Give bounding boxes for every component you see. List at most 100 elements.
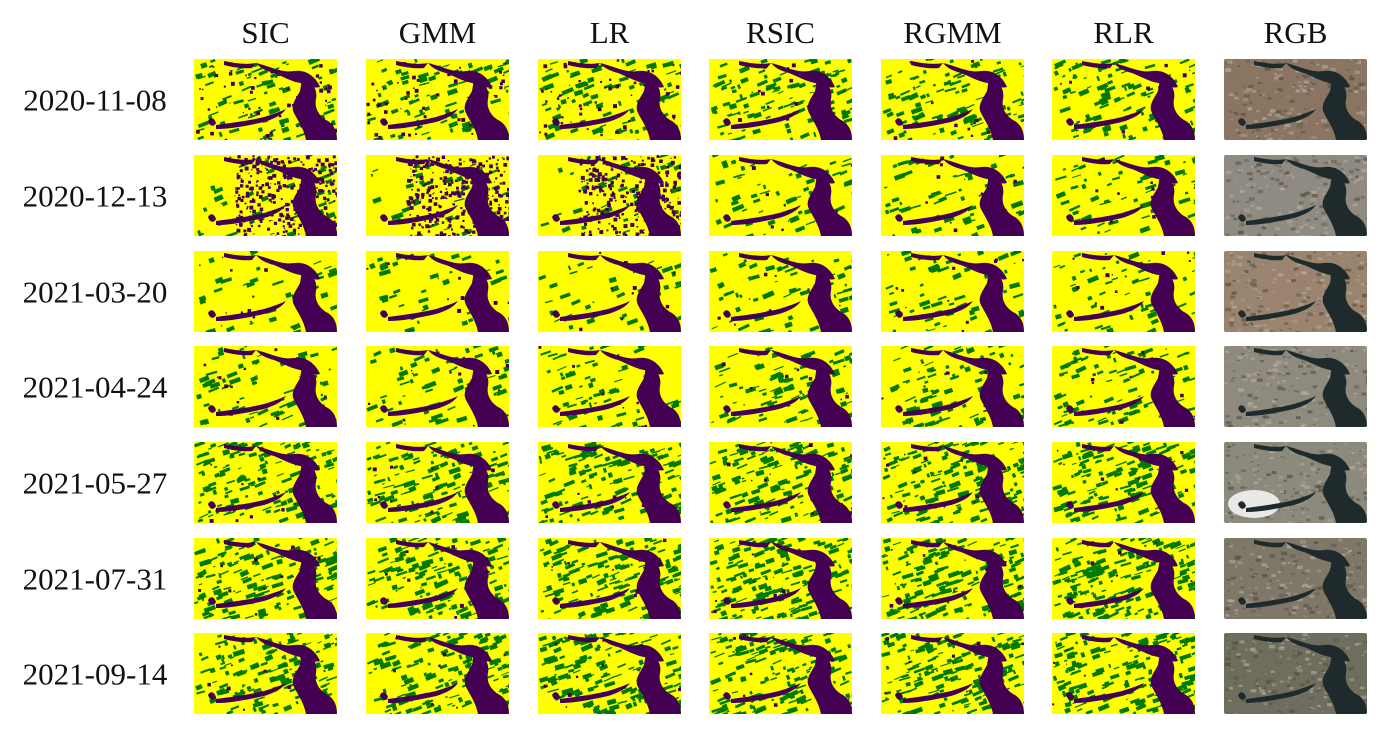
water-speckle [241,483,244,486]
water-speckle [412,75,416,80]
rgb-texture [1259,329,1263,332]
rgb-texture [1365,97,1367,100]
rgb-texture [1232,200,1235,203]
vegetation-patch [402,394,406,398]
water-speckle [789,78,793,83]
water-speckle [650,304,653,307]
water-speckle [613,104,617,109]
vegetation-patch [893,511,904,518]
water-speckle [654,139,656,140]
rgb-texture [1315,175,1322,179]
vegetation-patch [259,422,268,427]
rgb-texture [1336,162,1342,166]
vegetation-patch [286,63,290,66]
vegetation-patch [1010,200,1024,209]
water-speckle [636,191,640,196]
vegetation-patch [954,173,966,178]
vegetation-patch [399,366,404,371]
vegetation-patch [674,284,681,289]
vegetation-patch [1126,91,1136,98]
vegetation-patch [374,453,387,460]
water-speckle [322,189,325,192]
water-speckle [276,232,280,235]
water-speckle [599,155,601,157]
vegetation-patch [909,204,922,210]
water-speckle [918,371,920,373]
vegetation-patch [969,315,978,322]
vegetation-patch [913,114,922,121]
water-speckle [604,182,607,185]
rgb-texture [1301,425,1305,427]
vegetation-patch [278,516,289,523]
rgb-texture [1310,108,1315,111]
rgb-texture [1256,418,1260,421]
vegetation-patch [765,264,776,272]
vegetation-patch [218,472,226,478]
water-region [380,118,388,126]
vegetation-patch [540,350,552,356]
vegetation-patch [1191,267,1195,273]
rgb-texture [1304,392,1310,396]
vegetation-patch [276,472,284,477]
vegetation-patch [1145,189,1152,194]
rgb-texture [1312,346,1314,348]
water-speckle [560,122,563,125]
rgb-texture [1282,386,1284,387]
rgb-texture [1248,322,1253,326]
vegetation-patch [783,103,793,108]
rgb-texture [1366,360,1367,363]
vegetation-patch [588,402,593,408]
rgb-texture [1362,293,1367,298]
water-speckle [335,187,337,190]
vegetation-patch [1001,469,1010,474]
rgb-texture [1230,379,1234,382]
vegetation-patch [1075,129,1079,132]
row-label-2020-12-13: 2020-12-13 [23,179,168,214]
rgb-texture [1316,325,1322,329]
vegetation-patch [735,443,740,448]
vegetation-patch [909,309,915,314]
tile-sic-2021-05-27 [194,442,337,523]
vegetation-patch [381,399,387,405]
water-speckle [442,215,445,218]
rgb-texture [1325,322,1328,324]
rgb-texture [1259,164,1262,166]
rgb-texture [1276,360,1283,364]
water-speckle [245,194,250,198]
water-speckle [787,67,790,70]
water-speckle [384,102,388,106]
rgb-texture [1232,279,1237,282]
vegetation-patch [759,190,771,195]
rgb-texture [1359,261,1364,264]
water-speckle [606,229,609,232]
water-speckle [850,164,852,167]
vegetation-patch [569,72,581,79]
water-speckle [636,226,639,228]
water-speckle [808,377,813,381]
water-speckle [424,217,427,219]
vegetation-patch [502,442,509,446]
water-speckle [656,407,661,412]
rgb-texture [1292,319,1298,323]
water-speckle [595,156,600,160]
water-speckle [415,124,417,126]
vegetation-patch [461,255,472,262]
water-speckle [769,309,772,312]
rgb-texture [1281,254,1284,256]
vegetation-patch [203,402,210,408]
vegetation-patch [771,395,778,399]
vegetation-patch [223,511,235,516]
vegetation-patch [711,325,718,330]
water-speckle [467,210,472,215]
rgb-texture [1354,83,1357,85]
vegetation-patch [1058,423,1066,427]
rgb-texture [1272,404,1277,408]
vegetation-patch [1063,87,1070,93]
water-region [1074,301,1144,321]
rgb-texture [1365,407,1367,411]
water-speckle [406,159,410,163]
water-speckle [425,224,430,229]
water-speckle [497,220,500,223]
vegetation-patch [276,490,281,495]
vegetation-patch [656,266,663,270]
